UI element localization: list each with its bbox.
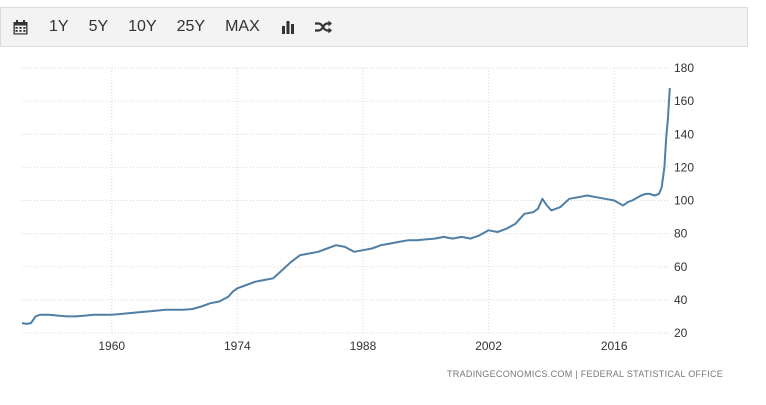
y-tick-label: 20 [674, 326, 688, 340]
price-chart: 20 40 60 80 100 120 140 160 180 1960 1974 1988 2002 2… [21, 61, 694, 353]
y-tick-label: 140 [674, 127, 694, 141]
range-max-button[interactable]: MAX [225, 18, 260, 35]
x-tick-label: 1974 [224, 339, 251, 353]
range-25y-button[interactable]: 25Y [176, 18, 206, 35]
range-5y-button[interactable]: 5Y [88, 18, 109, 35]
series-line-0[interactable] [21, 87, 671, 325]
shuffle-icon[interactable] [306, 7, 342, 47]
calendar-icon[interactable] [3, 7, 37, 47]
y-tick-label: 60 [674, 260, 688, 274]
bar-chart-icon[interactable] [270, 7, 306, 47]
x-tick-label: 1988 [350, 339, 377, 353]
y-tick-label: 180 [674, 61, 694, 75]
range-1y-button[interactable]: 1Y [49, 18, 69, 35]
grid-layer [22, 67, 668, 334]
x-tick-label: 2016 [601, 339, 628, 353]
chart-area: 20 40 60 80 100 120 140 160 180 1960 1974 1988 2002 2… [0, 55, 766, 395]
line-layer [21, 87, 671, 325]
x-tick-label: 2002 [475, 339, 502, 353]
y-tick-label: 120 [674, 160, 694, 174]
toolbar: 1Y 5Y 10Y 25Y MAX [0, 7, 748, 47]
y-tick-label: 100 [674, 194, 694, 208]
y-tick-label: 80 [674, 227, 688, 241]
range-10y-button[interactable]: 10Y [128, 18, 157, 35]
y-tick-label: 40 [674, 293, 688, 307]
x-tick-label: 1960 [98, 339, 125, 353]
label-layer: 20 40 60 80 100 120 140 160 180 1960 1974 1988 2002 2… [98, 61, 694, 353]
y-tick-label: 160 [674, 94, 694, 108]
source-attribution[interactable]: TRADINGECONOMICS.COM | FEDERAL STATISTIC… [447, 369, 724, 379]
